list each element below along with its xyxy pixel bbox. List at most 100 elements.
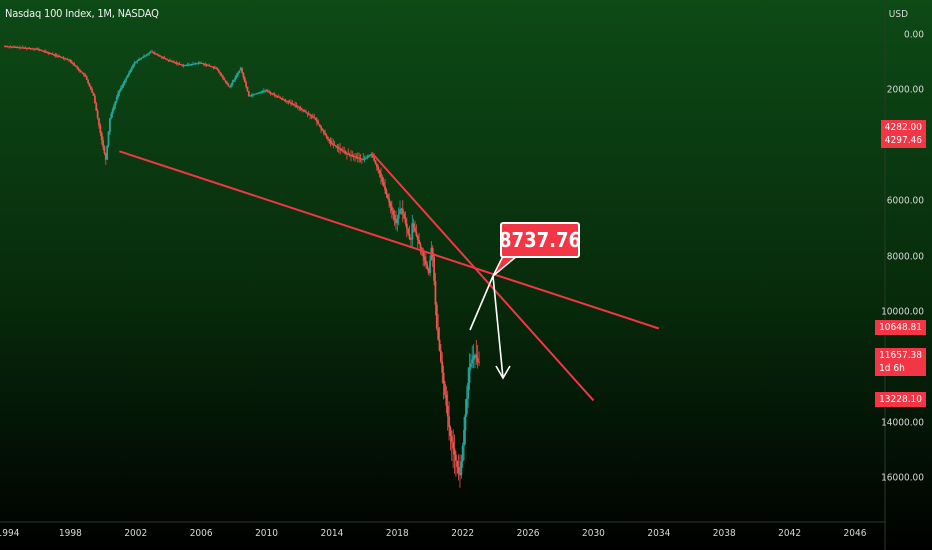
candle-body bbox=[267, 91, 269, 93]
y-tick-label: 0.00 bbox=[903, 29, 924, 41]
candle-body bbox=[31, 48, 34, 50]
candle-body bbox=[6, 46, 9, 48]
candle-body bbox=[148, 52, 151, 54]
candle-body bbox=[295, 105, 298, 107]
y-tick-label: 10000.00 bbox=[881, 306, 924, 318]
candle-body bbox=[230, 84, 233, 87]
candle-body bbox=[260, 91, 262, 93]
candle-body bbox=[418, 239, 421, 245]
y-tick-label: 16000.00 bbox=[881, 472, 924, 484]
candle-body bbox=[211, 66, 213, 68]
candle-body bbox=[125, 77, 128, 81]
price-tag-line: 11657.38 bbox=[879, 350, 922, 361]
candle-body bbox=[222, 76, 224, 79]
x-tick-label: 1994 bbox=[0, 528, 20, 539]
x-tick-label: 2030 bbox=[582, 528, 605, 539]
candle-body bbox=[286, 100, 288, 102]
candle-body bbox=[213, 67, 216, 69]
candle-body bbox=[68, 59, 70, 61]
candle-body bbox=[111, 109, 114, 114]
candle-body bbox=[453, 448, 456, 455]
candle-body bbox=[137, 59, 140, 61]
candle-body bbox=[126, 75, 129, 78]
candle-body bbox=[167, 59, 170, 61]
candle-body bbox=[471, 359, 474, 364]
candle-body bbox=[192, 63, 194, 65]
candle-body bbox=[197, 62, 200, 64]
candle-body bbox=[234, 77, 237, 80]
candle-body bbox=[317, 122, 320, 125]
candle-body bbox=[403, 213, 406, 219]
candle-body bbox=[4, 46, 6, 48]
candle-body bbox=[400, 208, 403, 210]
price-tag: 4282.00 4297.46 bbox=[880, 120, 926, 148]
trendlines[interactable] bbox=[119, 150, 660, 402]
candle-body bbox=[65, 58, 68, 60]
candle-body bbox=[55, 55, 58, 57]
candle-body bbox=[332, 143, 335, 145]
candle-body bbox=[238, 70, 241, 73]
candle-body bbox=[320, 126, 322, 129]
y-tick-label: 14000.00 bbox=[881, 417, 924, 429]
currency-label: USD bbox=[888, 9, 908, 20]
candle-body bbox=[141, 57, 144, 59]
candle-body bbox=[389, 202, 392, 207]
candle-body bbox=[446, 405, 449, 417]
candle-body bbox=[390, 206, 393, 211]
candle-body bbox=[281, 98, 284, 100]
candle-body bbox=[257, 92, 260, 94]
candle-body bbox=[252, 94, 254, 96]
candle-body bbox=[212, 66, 215, 68]
candle-body bbox=[108, 118, 111, 132]
candle-body bbox=[280, 97, 283, 99]
candle-body bbox=[241, 68, 243, 73]
candle-body bbox=[95, 103, 98, 111]
candle-body bbox=[232, 79, 235, 83]
candle-body bbox=[53, 54, 55, 56]
candle-body bbox=[84, 75, 87, 77]
candle-body bbox=[194, 63, 197, 65]
candle-body bbox=[448, 416, 450, 428]
x-tick-label: 2022 bbox=[451, 528, 475, 539]
candle-body bbox=[301, 108, 303, 110]
candle-body bbox=[322, 130, 325, 133]
candle-body bbox=[182, 64, 185, 66]
candle-body bbox=[174, 62, 177, 64]
candle-body bbox=[324, 132, 327, 135]
candle-body bbox=[306, 112, 309, 114]
candle-body bbox=[239, 68, 242, 71]
candle-body bbox=[155, 53, 158, 55]
candle-body bbox=[28, 48, 31, 50]
candle-body bbox=[160, 56, 163, 58]
candle-body bbox=[450, 436, 453, 443]
candle-body bbox=[457, 466, 460, 474]
candle-body bbox=[321, 128, 324, 131]
candle-body bbox=[88, 82, 91, 87]
trendline[interactable] bbox=[119, 150, 660, 330]
candle-body bbox=[435, 304, 438, 329]
candle-body bbox=[177, 63, 179, 65]
candle-body bbox=[314, 118, 317, 121]
candle-body bbox=[76, 66, 79, 69]
trendline[interactable] bbox=[372, 153, 595, 402]
candle-body bbox=[386, 194, 389, 199]
price-callout[interactable]: 8737.76 bbox=[499, 222, 581, 258]
candle-body bbox=[359, 158, 362, 160]
candle-body bbox=[10, 46, 13, 48]
candle-body bbox=[227, 84, 230, 87]
candle-body bbox=[200, 62, 203, 64]
x-tick-label: 1998 bbox=[58, 528, 82, 539]
candle-body bbox=[102, 140, 104, 147]
candle-body bbox=[377, 166, 380, 171]
candle-body bbox=[98, 118, 100, 126]
candle-body bbox=[145, 54, 148, 56]
candle-body bbox=[96, 110, 99, 119]
candle-body bbox=[328, 138, 331, 141]
candle-body bbox=[478, 361, 480, 363]
candle-body bbox=[365, 157, 367, 159]
candle-body bbox=[475, 354, 478, 359]
candle-body bbox=[279, 97, 282, 99]
candle-body bbox=[54, 54, 57, 56]
candle-body bbox=[460, 461, 463, 476]
